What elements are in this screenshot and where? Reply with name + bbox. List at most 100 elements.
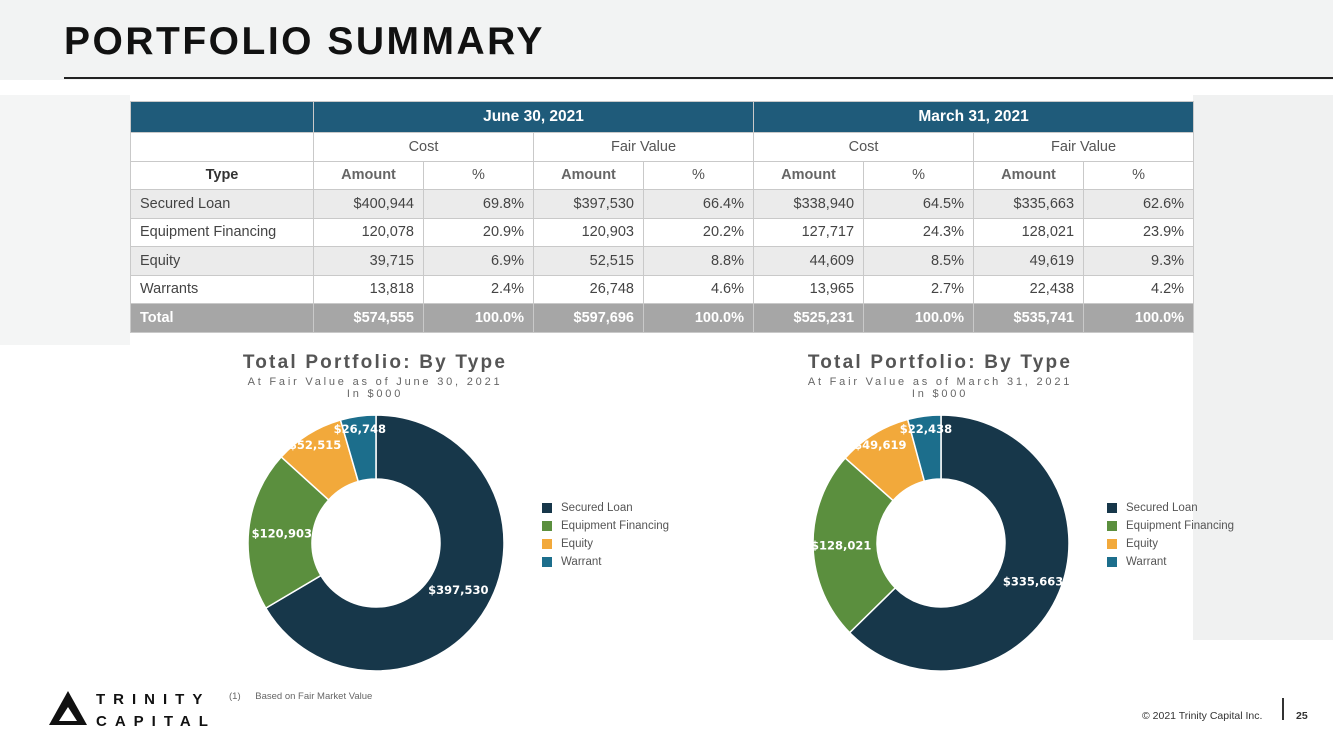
- group-blank-cell: [130, 132, 314, 162]
- row-label: Warrants: [130, 274, 314, 304]
- pct-header: %: [423, 160, 534, 190]
- group-header: Cost: [753, 132, 975, 162]
- footnote-number: (1): [229, 691, 241, 702]
- total-cell: $597,696: [533, 303, 644, 333]
- donut-slice: [812, 456, 897, 634]
- group-header-row: Cost Fair Value Cost Fair Value: [130, 132, 1195, 162]
- legend-item: Secured Loan: [542, 499, 669, 517]
- chart-title: Total Portfolio: By Type: [242, 352, 508, 373]
- legend-swatch: [1107, 539, 1117, 549]
- period-header: June 30, 2021: [312, 101, 755, 133]
- table-cell: 127,717: [753, 217, 865, 247]
- table-row: Equity 39,715 6.9% 52,515 8.8% 44,609 8.…: [130, 246, 1195, 276]
- legend-label: Warrant: [561, 556, 602, 568]
- legend-swatch: [542, 539, 552, 549]
- side-background: [1193, 95, 1333, 640]
- chart-legend: Secured Loan Equipment Financing Equity War…: [1107, 499, 1234, 571]
- header-blank-cell: [130, 101, 314, 133]
- table-cell: 39,715: [313, 246, 424, 276]
- footer-divider: [1282, 698, 1284, 720]
- pct-header: %: [642, 160, 755, 190]
- table-cell: $338,940: [753, 189, 865, 219]
- table-cell: 24.3%: [863, 217, 975, 247]
- donut-chart: $397,530 $120,903 $52,515 $26,748: [247, 414, 505, 672]
- group-header: Cost: [313, 132, 534, 162]
- total-cell: 100.0%: [423, 303, 534, 333]
- total-cell: $535,741: [973, 303, 1085, 333]
- table-cell: 13,818: [313, 274, 424, 304]
- legend-swatch: [1107, 557, 1117, 567]
- table-cell: 20.9%: [423, 217, 534, 247]
- donut-slice: [264, 414, 505, 672]
- pct-header: %: [1083, 160, 1195, 190]
- table-cell: 120,078: [313, 217, 424, 247]
- row-label: Equipment Financing: [130, 217, 314, 247]
- table-cell: 9.3%: [1083, 246, 1195, 276]
- legend-item: Equity: [1107, 535, 1234, 553]
- trinity-capital-logo: TRINITY CAPITAL: [49, 691, 208, 730]
- row-label: Equity: [130, 246, 314, 276]
- legend-label: Equity: [561, 538, 593, 550]
- table-cell: 6.9%: [423, 246, 534, 276]
- total-cell: $574,555: [313, 303, 424, 333]
- table-row: Equipment Financing 120,078 20.9% 120,90…: [130, 217, 1195, 247]
- amount-header: Amount: [533, 160, 644, 190]
- table-row: Warrants 13,818 2.4% 26,748 4.6% 13,965 …: [130, 274, 1195, 304]
- legend-item: Equipment Financing: [542, 517, 669, 535]
- slice-data-label: $397,530: [428, 583, 488, 597]
- table-cell: 69.8%: [423, 189, 534, 219]
- table-cell: 4.6%: [642, 274, 755, 304]
- donut-slice: [339, 414, 377, 483]
- table-cell: 2.4%: [423, 274, 534, 304]
- chart-title-block: Total Portfolio: By Type At Fair Value a…: [200, 352, 550, 400]
- table-cell: 8.8%: [642, 246, 755, 276]
- legend-swatch: [542, 503, 552, 513]
- slice-data-label: $26,748: [334, 422, 386, 436]
- table-cell: $400,944: [313, 189, 424, 219]
- chart-unit-note: In $000: [346, 388, 404, 400]
- slice-data-label: $49,619: [854, 438, 906, 452]
- legend-label: Secured Loan: [561, 502, 633, 514]
- table-cell: 66.4%: [642, 189, 755, 219]
- table-cell: $397,530: [533, 189, 644, 219]
- footnote-text: Based on Fair Market Value: [255, 691, 373, 702]
- pct-header: %: [863, 160, 975, 190]
- table-cell: 128,021: [973, 217, 1085, 247]
- table-cell: 20.2%: [642, 217, 755, 247]
- total-cell: $525,231: [753, 303, 865, 333]
- legend-item: Warrant: [542, 553, 669, 571]
- period-header: March 31, 2021: [753, 101, 1195, 133]
- table-cell: 64.5%: [863, 189, 975, 219]
- amount-header: Amount: [973, 160, 1085, 190]
- table-cell: 44,609: [753, 246, 865, 276]
- legend-item: Equipment Financing: [1107, 517, 1234, 535]
- total-cell: 100.0%: [1083, 303, 1195, 333]
- table-cell: 52,515: [533, 246, 644, 276]
- table-cell: 23.9%: [1083, 217, 1195, 247]
- column-header-row: Type Amount % Amount % Amount % Amount %: [130, 160, 1195, 190]
- chart-unit-note: In $000: [911, 388, 969, 400]
- copyright: © 2021 Trinity Capital Inc.: [1142, 710, 1263, 722]
- slice-data-label: $335,663: [1003, 575, 1063, 589]
- table-cell: 13,965: [753, 274, 865, 304]
- table-cell: 62.6%: [1083, 189, 1195, 219]
- chart-legend: Secured Loan Equipment Financing Equity War…: [542, 499, 669, 571]
- legend-swatch: [1107, 503, 1117, 513]
- legend-swatch: [1107, 521, 1117, 531]
- table-cell: 4.2%: [1083, 274, 1195, 304]
- table-cell: 26,748: [533, 274, 644, 304]
- chart-subtitle: At Fair Value as of June 30, 2021: [247, 376, 503, 388]
- donut-slice: [906, 414, 942, 483]
- slice-data-label: $52,515: [289, 438, 341, 452]
- table-cell: $335,663: [973, 189, 1085, 219]
- legend-item: Secured Loan: [1107, 499, 1234, 517]
- total-cell: 100.0%: [642, 303, 755, 333]
- donut-slice: [247, 455, 330, 610]
- group-header: Fair Value: [973, 132, 1195, 162]
- legend-item: Warrant: [1107, 553, 1234, 571]
- slice-data-label: $128,021: [811, 538, 871, 552]
- group-header: Fair Value: [532, 132, 755, 162]
- legend-swatch: [542, 521, 552, 531]
- table-cell: 8.5%: [863, 246, 975, 276]
- row-label: Secured Loan: [130, 189, 314, 219]
